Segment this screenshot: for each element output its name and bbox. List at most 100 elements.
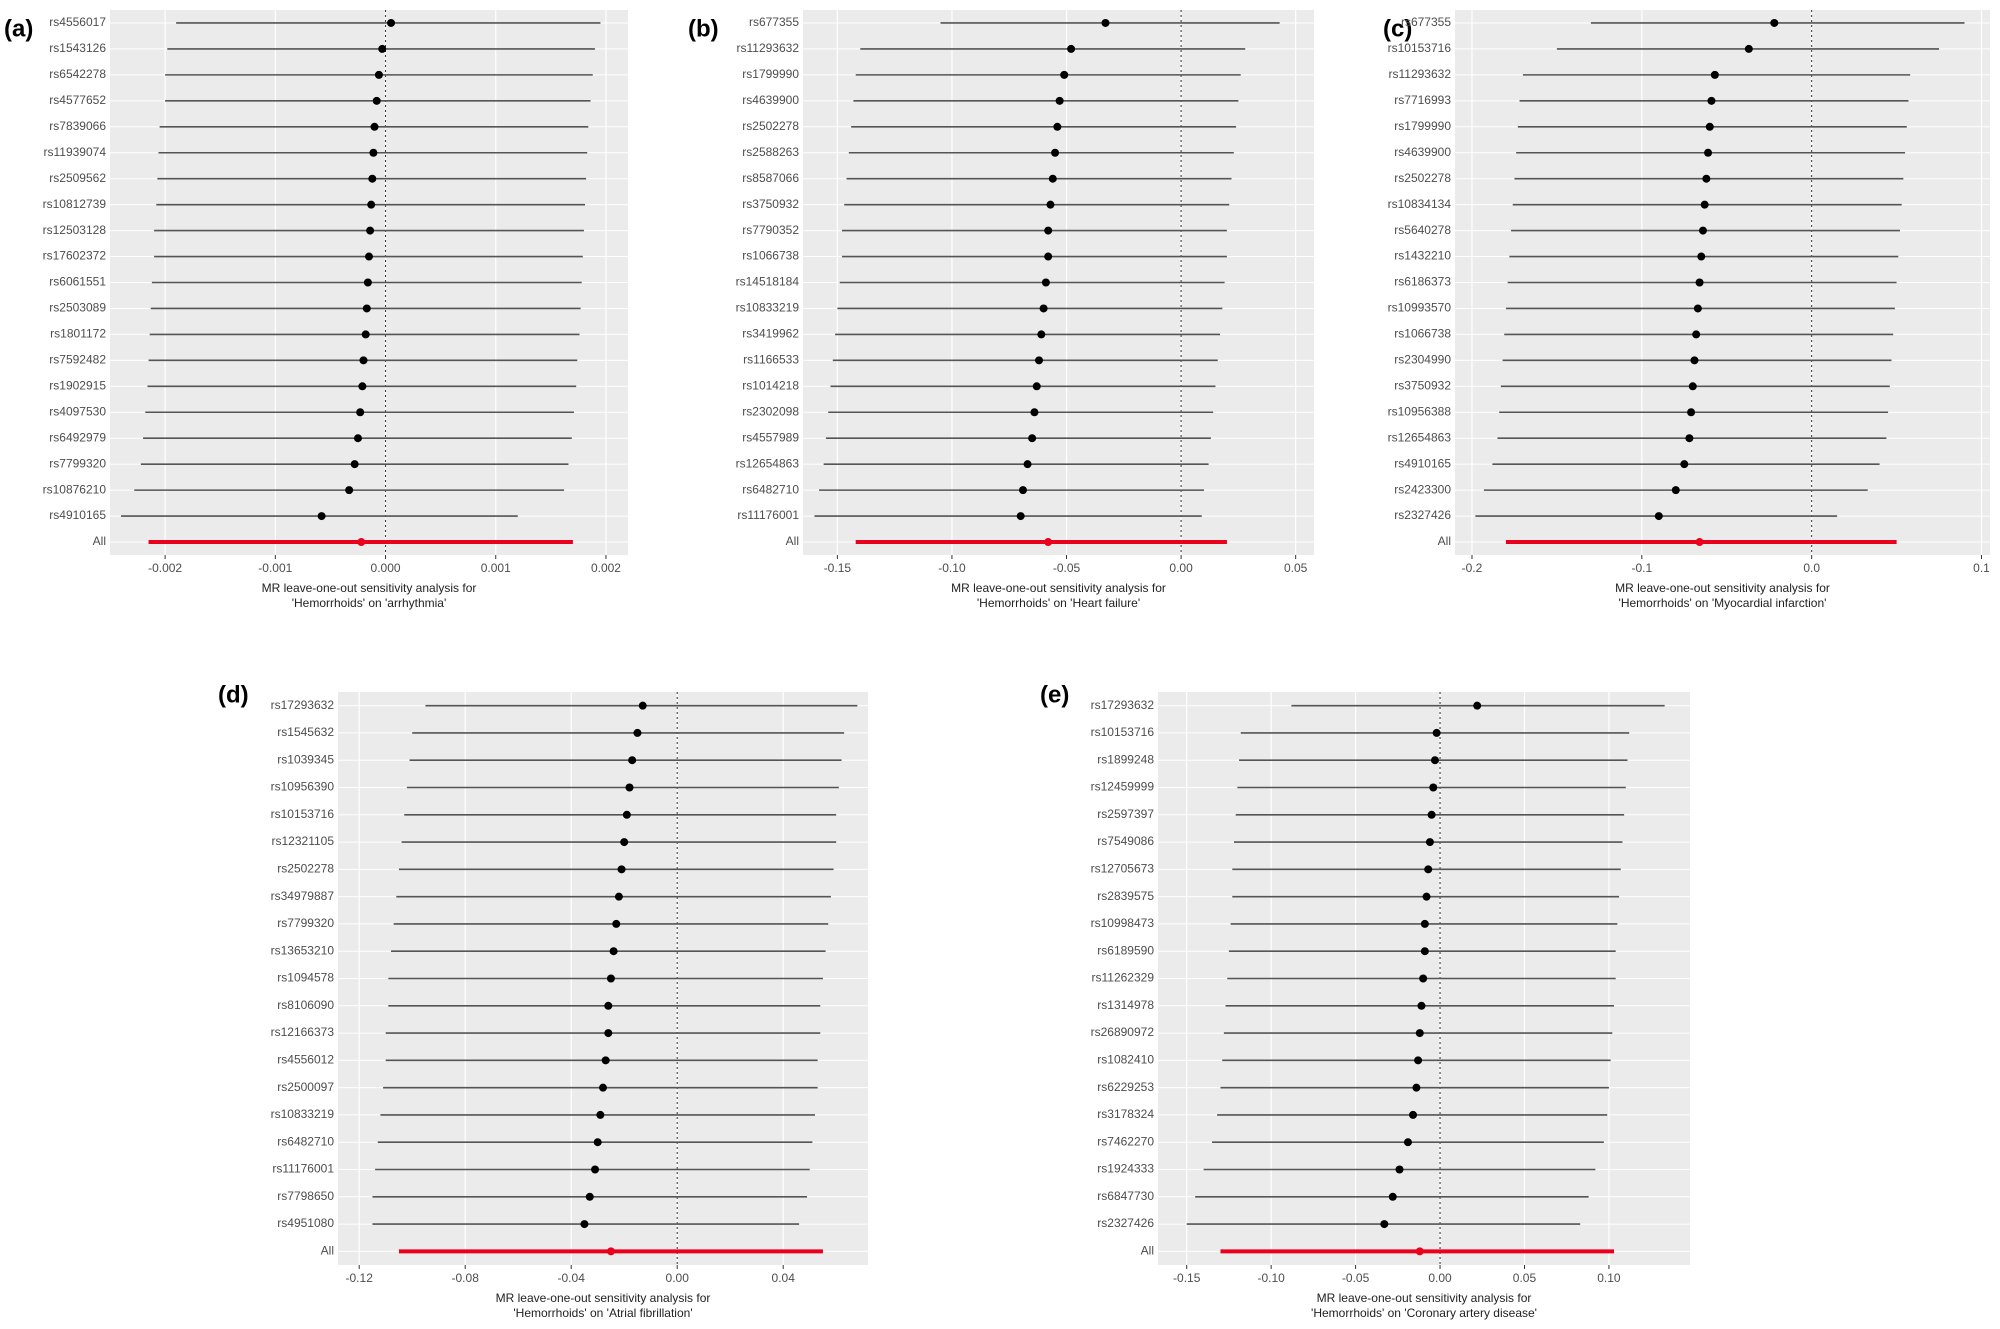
snp-label: rs3178324 [1097, 1107, 1154, 1121]
x-tick-label: 0.05 [1284, 561, 1308, 575]
snp-label: rs1066738 [742, 249, 799, 263]
estimate-point [604, 1029, 613, 1038]
snp-label: rs7798650 [277, 1189, 334, 1203]
estimate-point [1041, 278, 1050, 287]
snp-label: rs1039345 [277, 752, 334, 766]
snp-label: rs1082410 [1097, 1053, 1154, 1067]
snp-label: rs11176001 [272, 1162, 334, 1176]
estimate-point [604, 1001, 613, 1010]
estimate-point [1412, 1083, 1421, 1092]
estimate-point [1422, 892, 1431, 901]
estimate-point [1060, 70, 1069, 79]
snp-label: rs6482710 [742, 482, 799, 496]
snp-label: rs2423300 [1394, 482, 1451, 496]
overall-label: All [321, 1244, 334, 1258]
estimate-point [367, 200, 376, 209]
snp-label: rs4639900 [742, 93, 799, 107]
estimate-point [1429, 783, 1438, 792]
estimate-point [361, 330, 370, 339]
estimate-point [362, 304, 371, 313]
snp-label: rs3750932 [1394, 378, 1451, 392]
x-tick-label: -0.04 [558, 1271, 586, 1285]
snp-label: rs6186373 [1394, 275, 1451, 289]
estimate-point [1692, 330, 1701, 339]
estimate-point [1039, 304, 1048, 313]
snp-label: rs2302098 [742, 404, 799, 418]
snp-label: rs2503089 [49, 301, 106, 315]
estimate-point [366, 226, 375, 235]
snp-label: rs26890972 [1091, 1025, 1155, 1039]
overall-point [357, 538, 366, 547]
estimate-point [356, 408, 365, 417]
snp-label: rs1543126 [49, 41, 106, 55]
snp-label: rs7790352 [742, 223, 799, 237]
snp-label: rs7549086 [1097, 834, 1154, 848]
x-tick-label: 0.001 [481, 561, 511, 575]
estimate-point [1770, 18, 1779, 27]
estimate-point [369, 148, 378, 157]
x-axis-title: MR leave-one-out sensitivity analysis fo… [496, 1291, 711, 1305]
snp-label: rs10833219 [736, 301, 800, 315]
x-tick-label: -0.05 [1053, 561, 1081, 575]
estimate-point [1037, 330, 1046, 339]
snp-label: rs10153716 [1091, 725, 1155, 739]
estimate-point [368, 174, 377, 183]
x-tick-label: -0.10 [938, 561, 966, 575]
estimate-point [1023, 460, 1032, 469]
estimate-point [1430, 756, 1439, 765]
overall-label: All [1141, 1244, 1154, 1258]
snp-label: rs4910165 [1394, 456, 1451, 470]
panel-label: (d) [218, 681, 249, 708]
estimate-point [1046, 200, 1055, 209]
x-tick-label: -0.2 [1462, 561, 1483, 575]
x-tick-label: -0.15 [824, 561, 852, 575]
x-tick-label: 0.002 [591, 561, 621, 575]
panel-label: (c) [1383, 15, 1412, 42]
snp-label: rs3750932 [742, 197, 799, 211]
snp-label: rs10812739 [43, 197, 107, 211]
snp-label: rs12654863 [1388, 430, 1452, 444]
snp-label: rs4556017 [49, 15, 106, 29]
estimate-point [628, 756, 637, 765]
estimate-point [378, 44, 387, 53]
estimate-point [1704, 148, 1713, 157]
snp-label: rs11176001 [737, 508, 799, 522]
x-tick-label: -0.15 [1173, 1271, 1201, 1285]
snp-label: rs10153716 [1388, 41, 1452, 55]
snp-label: rs6229253 [1097, 1080, 1154, 1094]
snp-label: rs4951080 [277, 1216, 334, 1230]
estimate-point [1697, 252, 1706, 261]
estimate-point [609, 947, 618, 956]
estimate-point [370, 122, 379, 131]
estimate-point [1427, 810, 1436, 819]
estimate-point [1705, 122, 1714, 131]
x-tick-label: 0.0 [1803, 561, 1820, 575]
estimate-point [359, 356, 368, 365]
snp-label: rs14518184 [736, 275, 800, 289]
snp-label: rs4639900 [1394, 145, 1451, 159]
estimate-point [620, 838, 629, 847]
snp-label: rs17293632 [271, 698, 335, 712]
estimate-point [1707, 96, 1716, 105]
snp-label: rs12705673 [1091, 862, 1155, 876]
estimate-point [617, 865, 626, 874]
snp-label: rs7799320 [49, 456, 106, 470]
estimate-point [601, 1056, 610, 1065]
x-tick-label: -0.1 [1631, 561, 1652, 575]
snp-label: rs2588263 [742, 145, 799, 159]
x-tick-label: 0.10 [1597, 1271, 1621, 1285]
snp-label: rs10956388 [1388, 404, 1452, 418]
estimate-point [596, 1110, 605, 1119]
estimate-point [1688, 382, 1697, 391]
estimate-point [1432, 728, 1441, 737]
x-tick-label: 0.1 [1973, 561, 1990, 575]
estimate-point [1710, 70, 1719, 79]
estimate-point [638, 701, 647, 710]
estimate-point [1671, 486, 1680, 495]
estimate-point [1417, 1001, 1426, 1010]
estimate-point [1415, 1029, 1424, 1038]
estimate-point [1395, 1165, 1404, 1174]
estimate-point [1403, 1138, 1412, 1147]
snp-label: rs1432210 [1394, 249, 1451, 263]
x-axis-title: MR leave-one-out sensitivity analysis fo… [1615, 581, 1830, 595]
